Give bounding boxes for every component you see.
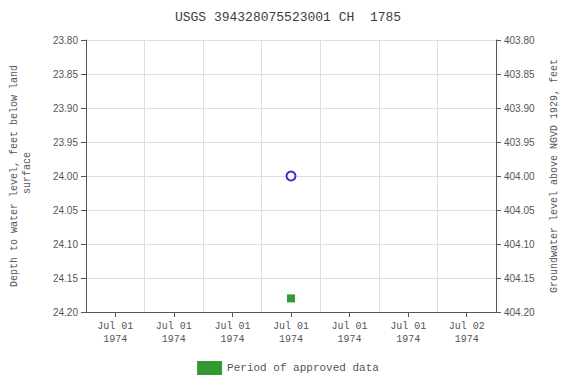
- svg-text:Depth to water level, feet bel: Depth to water level, feet below land: [9, 65, 20, 287]
- svg-text:24.05: 24.05: [53, 205, 78, 216]
- svg-text:23.90: 23.90: [53, 103, 78, 114]
- svg-text:24.10: 24.10: [53, 239, 78, 250]
- svg-text:surface: surface: [22, 152, 33, 200]
- svg-text:Jul 01: Jul 01: [156, 321, 192, 332]
- svg-text:24.20: 24.20: [53, 307, 78, 318]
- svg-text:Jul 01: Jul 01: [214, 321, 250, 332]
- svg-text:Jul 01: Jul 01: [273, 321, 309, 332]
- svg-text:USGS 394328075523001 CH 1785: USGS 394328075523001 CH 1785: [175, 10, 401, 25]
- svg-text:404.10: 404.10: [504, 239, 535, 250]
- svg-text:404.20: 404.20: [504, 307, 535, 318]
- svg-text:1974: 1974: [455, 334, 479, 345]
- svg-text:1974: 1974: [162, 334, 186, 345]
- svg-text:403.95: 403.95: [504, 137, 535, 148]
- svg-text:404.00: 404.00: [504, 171, 535, 182]
- svg-text:24.15: 24.15: [53, 273, 78, 284]
- svg-text:23.80: 23.80: [53, 35, 78, 46]
- svg-text:23.95: 23.95: [53, 137, 78, 148]
- svg-text:404.05: 404.05: [504, 205, 535, 216]
- svg-text:403.80: 403.80: [504, 35, 535, 46]
- svg-text:1974: 1974: [220, 334, 244, 345]
- svg-text:24.00: 24.00: [53, 171, 78, 182]
- svg-text:1974: 1974: [338, 334, 362, 345]
- svg-text:Jul 02: Jul 02: [449, 321, 485, 332]
- svg-text:403.85: 403.85: [504, 69, 535, 80]
- svg-text:1974: 1974: [279, 334, 303, 345]
- svg-text:Groundwater level above NGVD 1: Groundwater level above NGVD 1929, feet: [549, 59, 560, 293]
- svg-text:Jul 01: Jul 01: [332, 321, 368, 332]
- svg-text:403.90: 403.90: [504, 103, 535, 114]
- svg-text:Jul 01: Jul 01: [97, 321, 133, 332]
- svg-text:1974: 1974: [103, 334, 127, 345]
- svg-text:Period of approved data: Period of approved data: [227, 362, 379, 374]
- svg-text:23.85: 23.85: [53, 69, 78, 80]
- svg-text:1974: 1974: [396, 334, 420, 345]
- svg-text:Jul 01: Jul 01: [390, 321, 426, 332]
- svg-text:404.15: 404.15: [504, 273, 535, 284]
